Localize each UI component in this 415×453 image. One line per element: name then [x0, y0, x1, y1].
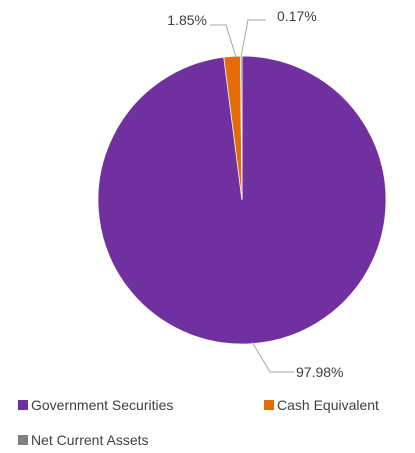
leader-lines [210, 19, 294, 373]
pie-slices [97, 55, 387, 345]
leader-line-net-current-assets [240, 19, 266, 58]
leader-line-cash-equivalent [210, 24, 237, 58]
data-label-cash-equivalent: 1.85% [167, 12, 207, 28]
data-labels: 97.98% 1.85% 0.17% [167, 8, 343, 380]
data-label-government-securities: 97.98% [296, 364, 343, 380]
data-label-net-current-assets: 0.17% [277, 8, 317, 24]
leader-line-government-securities [251, 341, 294, 373]
